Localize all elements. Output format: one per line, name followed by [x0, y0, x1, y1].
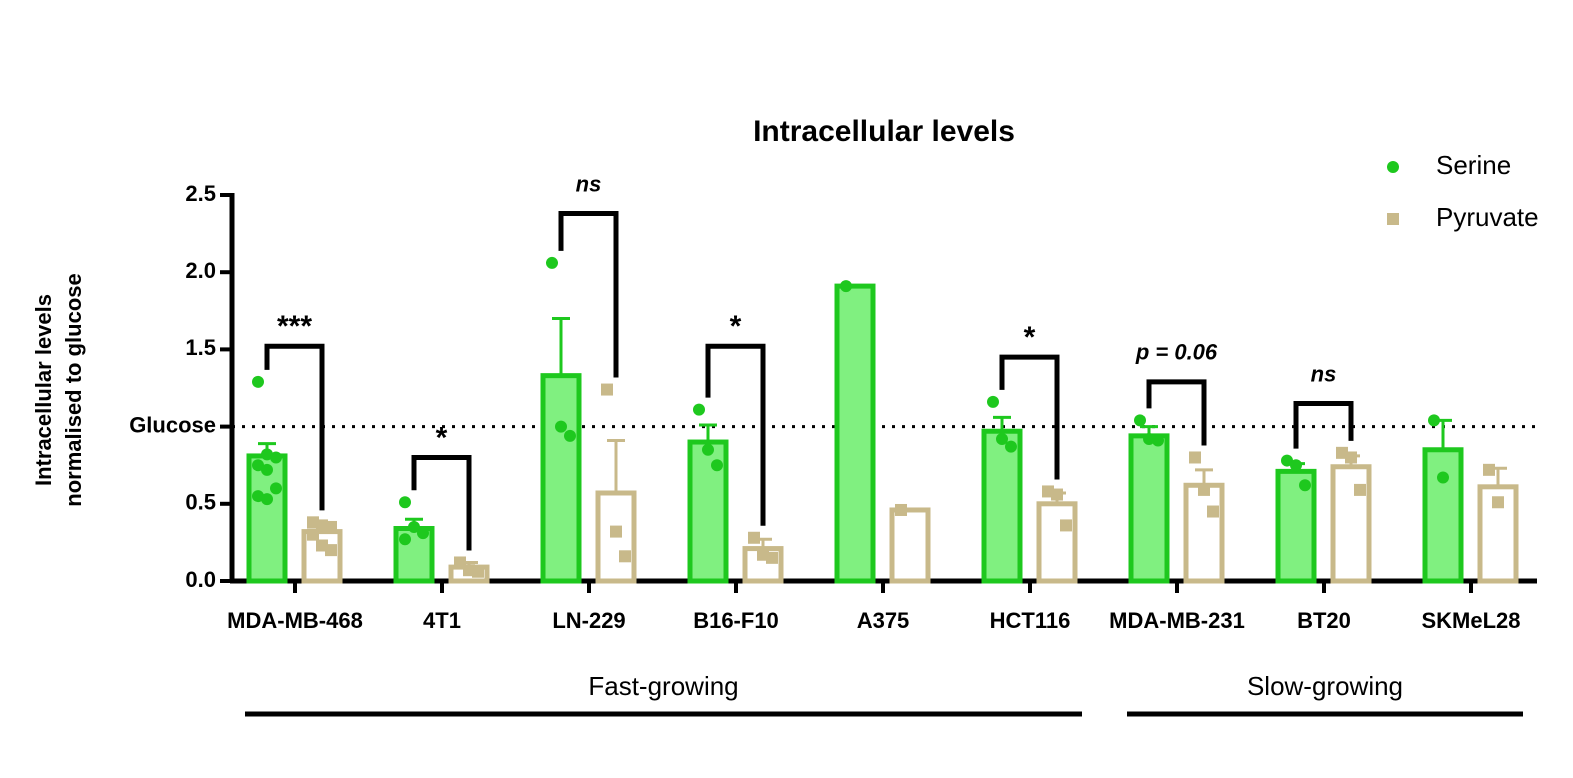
data-point	[1152, 434, 1164, 447]
x-tick-label: B16-F10	[693, 608, 779, 633]
bar	[1036, 501, 1078, 584]
data-point	[1198, 483, 1210, 496]
data-point	[399, 533, 411, 546]
data-point	[1437, 471, 1449, 484]
y-tick-label: 2.0	[185, 258, 216, 283]
data-point	[895, 503, 907, 516]
data-point	[270, 451, 282, 464]
bar	[1183, 482, 1225, 584]
significance-bracket	[558, 211, 619, 378]
x-tick-label: BT20	[1297, 608, 1351, 633]
data-point	[261, 463, 273, 476]
data-point	[564, 429, 576, 442]
data-point	[1281, 454, 1293, 467]
data-point	[1189, 451, 1201, 464]
x-tick-label: HCT116	[990, 608, 1071, 633]
x-tick-label: MDA-MB-231	[1109, 608, 1245, 633]
data-point	[261, 493, 273, 506]
significance-bracket	[1146, 379, 1207, 446]
data-point	[610, 525, 622, 538]
significance-bracket	[411, 454, 472, 551]
bar	[1422, 447, 1464, 584]
significance-label: *	[1024, 321, 1036, 354]
group-label: Fast-growing	[588, 671, 738, 701]
data-point	[840, 280, 852, 293]
x-tick-label: SKMeL28	[1421, 608, 1520, 633]
x-tick-label: LN-229	[552, 608, 625, 633]
data-point	[408, 520, 420, 533]
bar	[834, 283, 876, 584]
bar	[1330, 464, 1372, 584]
bar	[889, 507, 931, 584]
data-point	[619, 550, 631, 563]
x-tick-label: 4T1	[423, 608, 461, 633]
y-axis-label: normalised to glucose	[61, 273, 86, 507]
data-point	[1428, 414, 1440, 427]
data-point	[546, 256, 558, 269]
significance-bracket	[264, 343, 325, 511]
data-point	[601, 383, 613, 396]
data-point	[325, 544, 337, 557]
y-tick-label: 0.0	[185, 567, 216, 592]
data-point	[307, 528, 319, 541]
data-point	[996, 432, 1008, 445]
data-point	[702, 443, 714, 456]
data-point	[325, 520, 337, 533]
chart-title: Intracellular levels	[753, 115, 1015, 148]
data-point	[1134, 414, 1146, 427]
significance-label: ns	[1311, 361, 1337, 386]
data-point	[1483, 463, 1495, 476]
data-point	[252, 490, 264, 503]
y-tick-label: 0.5	[185, 490, 216, 515]
data-point	[711, 459, 723, 472]
data-point	[261, 448, 273, 461]
data-point	[1492, 496, 1504, 509]
group-label: Slow-growing	[1247, 671, 1403, 701]
data-point	[748, 531, 760, 544]
legend-marker	[1387, 213, 1399, 225]
significance-bracket	[1293, 400, 1354, 449]
y-tick-label: 2.5	[185, 181, 216, 206]
data-point	[270, 482, 282, 495]
data-point	[252, 375, 264, 388]
legend-label: Pyruvate	[1436, 202, 1539, 232]
x-tick-label: MDA-MB-468	[227, 608, 363, 633]
data-point	[399, 496, 411, 509]
data-point	[555, 420, 567, 433]
data-point	[1345, 451, 1357, 464]
data-point	[1143, 432, 1155, 445]
legend-marker	[1387, 161, 1399, 173]
data-point	[1207, 505, 1219, 518]
bar	[540, 373, 582, 584]
significance-label: p = 0.06	[1135, 340, 1218, 365]
data-point	[1290, 459, 1302, 472]
data-point	[1354, 483, 1366, 496]
data-point	[1051, 488, 1063, 501]
data-point	[1005, 440, 1017, 453]
reference-label: Glucose	[129, 412, 216, 437]
bar	[1128, 433, 1170, 584]
significance-bracket	[705, 343, 766, 526]
significance-bracket	[999, 354, 1060, 480]
significance-label: *	[436, 421, 448, 454]
data-point	[1060, 519, 1072, 532]
y-tick-label: 1.5	[185, 335, 216, 360]
y-axis-label: Intracellular levels	[31, 294, 56, 486]
data-point	[987, 395, 999, 408]
legend-label: Serine	[1436, 150, 1511, 180]
data-point	[693, 403, 705, 416]
significance-label: ns	[576, 171, 602, 196]
bar	[981, 428, 1023, 584]
data-point	[417, 527, 429, 540]
data-point	[766, 551, 778, 564]
significance-label: *	[730, 310, 742, 343]
data-point	[1299, 479, 1311, 492]
x-tick-label: A375	[857, 608, 910, 633]
data-point	[472, 565, 484, 578]
significance-label: ***	[277, 310, 312, 343]
data-point	[252, 459, 264, 472]
